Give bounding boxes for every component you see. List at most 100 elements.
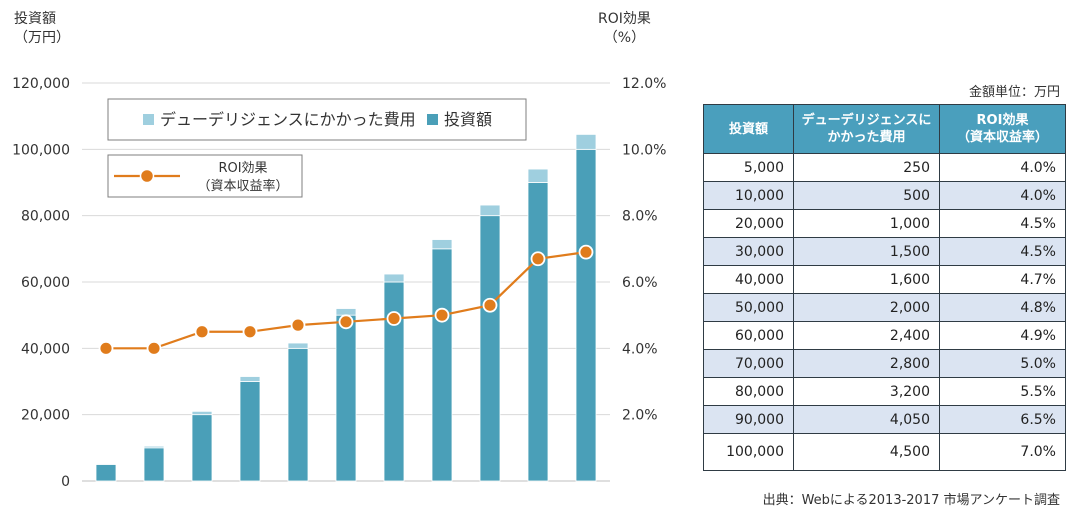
cell-roi: 4.0% [939,181,1066,210]
table-row: 100,000 4,500 7.0% [703,433,1066,471]
cell-dd-cost: 4,050 [793,405,940,434]
cell-investment: 40,000 [703,265,794,294]
y2-tick-label: 2.0% [622,408,658,424]
cell-roi: 6.5% [939,405,1066,434]
y-tick-label: 40,000 [21,341,70,357]
cell-investment: 70,000 [703,349,794,378]
table-row: 50,000 2,000 4.8% [703,293,1066,322]
cell-roi: 4.8% [939,293,1066,322]
y2-tick-label: 10.0% [622,142,666,158]
legend-label-investment: 投資額 [444,110,492,129]
bar-dd-cost [431,239,453,250]
bar-investment [575,148,597,482]
bar-dd-cost [143,445,165,449]
cell-dd-cost: 1,600 [793,265,940,294]
bar-dd-cost [95,463,117,465]
bar-dd-cost [191,410,213,416]
cell-roi: 4.7% [939,265,1066,294]
bar-dd-cost [527,168,549,183]
table-row: 80,000 3,200 5.5% [703,377,1066,406]
table-row: 40,000 1,600 4.7% [703,265,1066,294]
y-tick-label: 0 [61,474,70,490]
y2-tick-label: 4.0% [622,341,658,357]
bar-investment [431,248,453,482]
bar-investment [95,464,117,482]
roi-point [242,324,258,340]
cell-investment: 30,000 [703,237,794,266]
table-header-row: 投資額 デューデリジェンスに かかった費用 ROI効果 （資本収益率） [703,104,1066,154]
left-axis-title-line2: （万円） [14,30,70,46]
y-tick-label: 20,000 [21,408,70,424]
cell-roi: 4.5% [939,237,1066,266]
bar-dd-cost [479,204,501,217]
cell-investment: 60,000 [703,321,794,350]
bar-dd-cost [383,273,405,283]
data-table: 投資額 デューデリジェンスに かかった費用 ROI効果 （資本収益率） 5,00… [703,104,1066,471]
table-row: 90,000 4,050 6.5% [703,405,1066,434]
cell-dd-cost: 1,000 [793,209,940,238]
cell-roi: 4.0% [939,153,1066,182]
roi-point [338,314,354,330]
table-unit-label: 金額単位：万円 [968,85,1060,100]
roi-point [530,251,546,267]
header-roi: ROI効果 （資本収益率） [939,104,1066,154]
bar-investment [527,182,549,482]
cell-roi: 4.9% [939,321,1066,350]
legend-label-roi-line1: ROI効果 [218,161,267,176]
cell-investment: 80,000 [703,377,794,406]
cell-investment: 10,000 [703,181,794,210]
bar-investment [239,381,261,482]
bar-investment [335,314,357,482]
combo-chart: 0 20,000 40,000 60,000 80,000 100,000 120,000 2… [12,76,666,490]
legend-swatch-dd-cost [143,114,154,125]
y-tick-label: 120,000 [12,76,70,92]
header-investment: 投資額 [703,104,794,154]
cell-investment: 5,000 [703,153,794,182]
right-axis-title: ROI効果 （%） [598,10,651,48]
cell-roi: 4.5% [939,209,1066,238]
header-dd-cost: デューデリジェンスに かかった費用 [793,104,940,154]
source-note: 出典：Webによる2013-2017 市場アンケート調査 [762,493,1060,508]
right-axis-title-line2: （%） [603,30,646,46]
table-row: 5,000 250 4.0% [703,153,1066,182]
cell-dd-cost: 2,400 [793,321,940,350]
roi-point [434,307,450,323]
roi-point [386,311,402,326]
left-axis-title-line1: 投資額 [14,11,56,27]
roi-point [578,244,594,260]
y-tick-label: 100,000 [12,142,70,158]
cell-roi: 5.5% [939,377,1066,406]
cell-dd-cost: 2,000 [793,293,940,322]
cell-dd-cost: 250 [793,153,940,182]
cell-dd-cost: 500 [793,181,940,210]
bar-dd-cost [287,342,309,349]
cell-roi: 7.0% [939,433,1066,471]
roi-point [146,340,162,356]
y2-tick-label: 12.0% [622,76,666,92]
table-row: 70,000 2,800 5.0% [703,349,1066,378]
cell-dd-cost: 1,500 [793,237,940,266]
table-row: 30,000 1,500 4.5% [703,237,1066,266]
y2-tick-label: 6.0% [622,275,658,291]
legend-swatch-investment [427,114,438,125]
cell-investment: 20,000 [703,209,794,238]
y-tick-label: 80,000 [21,209,70,225]
cell-investment: 50,000 [703,293,794,322]
bar-dd-cost [335,308,357,316]
cell-investment: 90,000 [703,405,794,434]
data-table-wrap: 投資額 デューデリジェンスに かかった費用 ROI効果 （資本収益率） 5,00… [703,104,1066,471]
legend-swatch-roi-point [139,168,155,184]
roi-point [482,297,498,313]
table-row: 60,000 2,400 4.9% [703,321,1066,350]
legend-label-dd-cost: デューデリジェンスにかかった費用 [160,110,416,129]
cell-dd-cost: 4,500 [793,433,940,471]
cell-dd-cost: 3,200 [793,377,940,406]
bar-investment [143,447,165,482]
legend-bars-box [107,98,527,141]
bar-dd-cost [239,376,261,382]
roi-point [98,340,114,356]
cell-roi: 5.0% [939,349,1066,378]
bar-investment [479,215,501,482]
table-row: 10,000 500 4.0% [703,181,1066,210]
right-axis-title-line1: ROI効果 [598,11,651,27]
